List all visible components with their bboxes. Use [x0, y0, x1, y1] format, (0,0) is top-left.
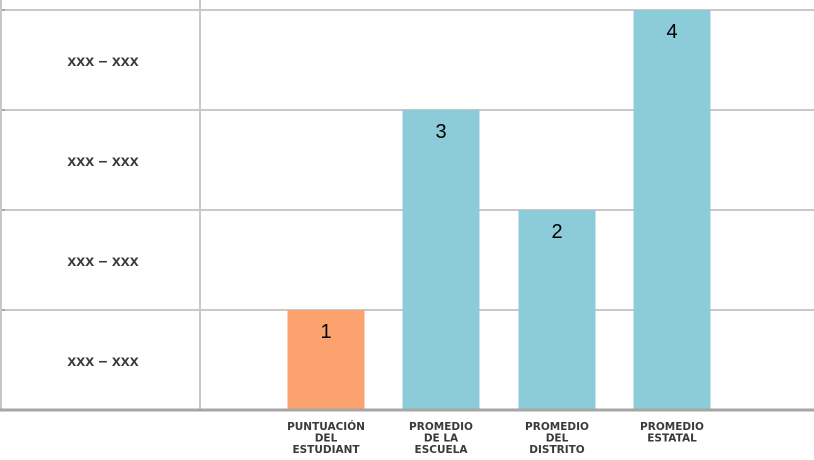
bar-value-labels: 1 3 2 4 — [320, 21, 677, 343]
bar — [287, 310, 365, 410]
x-category-label-line: PROMEDIO — [525, 421, 589, 433]
bar — [633, 10, 711, 410]
axis-layer — [0, 0, 814, 412]
x-category-label: PROMEDIO DEL DISTRITO — [525, 421, 589, 456]
bar — [518, 210, 596, 410]
x-category-label-line: ESTATAL — [647, 433, 697, 445]
bar-value-label: 1 — [320, 321, 331, 343]
x-category-label: PROMEDIO ESTATAL — [640, 421, 704, 445]
bars — [287, 10, 711, 410]
x-category-label-line: DEL — [315, 433, 338, 445]
y-band-label: xxx – xxx — [67, 153, 138, 170]
x-category-label-line: PUNTUACIÓN — [287, 420, 365, 433]
x-category-label: PROMEDIO DE LA ESCUELA — [409, 421, 473, 456]
x-category-label-line: PROMEDIO — [409, 421, 473, 433]
y-band-label: xxx – xxx — [67, 253, 138, 270]
bar-value-label: 3 — [435, 121, 446, 143]
bar-value-label: 2 — [551, 221, 562, 243]
x-category-label-line: PROMEDIO — [640, 421, 704, 433]
bar — [402, 110, 480, 410]
y-band-labels: xxx – xxx xxx – xxx xxx – xxx xxx – xxx — [67, 53, 138, 370]
x-category-label-line: DEL — [546, 433, 569, 445]
x-category-label-line: ESCUELA — [415, 444, 469, 456]
bar-value-label: 4 — [666, 21, 677, 43]
y-band-label: xxx – xxx — [67, 53, 138, 70]
x-category-label-line: DISTRITO — [529, 444, 585, 456]
x-category-label-line: ESTUDIANT — [292, 444, 360, 456]
y-band-label: xxx – xxx — [67, 353, 138, 370]
x-category-label-line: DE LA — [424, 433, 459, 445]
x-category-label: PUNTUACIÓN DEL ESTUDIANT — [287, 420, 365, 456]
